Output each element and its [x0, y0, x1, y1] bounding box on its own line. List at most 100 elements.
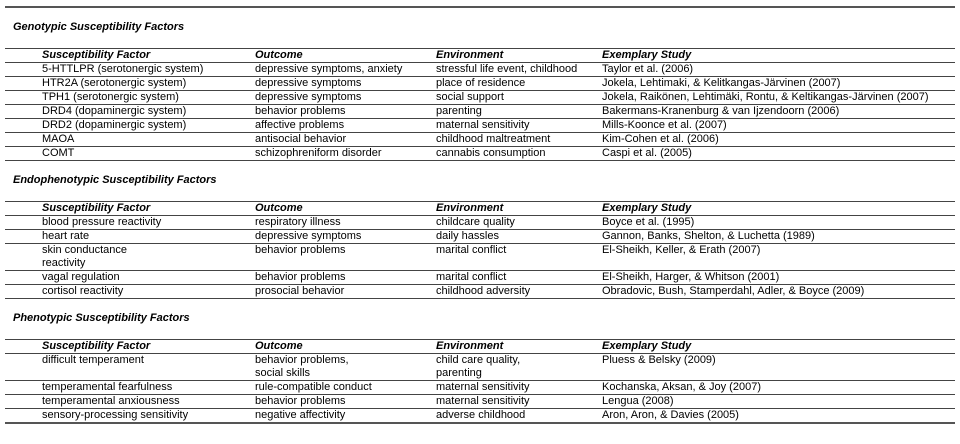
table-cell: HTR2A (serotonergic system) [42, 77, 187, 89]
table-cell: cannabis consumption [436, 147, 546, 159]
table: Susceptibility Factor Outcome Environment E… [5, 48, 955, 161]
section: Endophenotypic Susceptibility Factors Sus… [5, 161, 955, 299]
table-cell: Gannon, Banks, Shelton, & Luchetta (1989… [602, 230, 815, 242]
table-cell: negative affectivity [255, 409, 346, 421]
table-cell: childhood maltreatment [436, 133, 551, 145]
table-cell: respiratory illness [255, 216, 341, 228]
header-cell: Environment [436, 49, 504, 61]
table-row: COMT schizophreniform disorder cannabis co… [5, 147, 955, 161]
table-cell: TPH1 (serotonergic system) [42, 91, 179, 103]
table-cell: prosocial behavior [255, 285, 345, 297]
table-cell: stressful life event, childhood [436, 63, 578, 75]
table-cell: cortisol reactivity [42, 285, 124, 297]
table-row: sensory-processing sensitivity negative a… [5, 409, 955, 422]
table-row: blood pressure reactivity respiratory ill… [5, 216, 955, 230]
table-cell: sensory-processing sensitivity [42, 409, 189, 421]
table-cell: MAOA [42, 133, 75, 145]
table-cell: depressive symptoms [255, 91, 362, 103]
table-cell: El-Sheikh, Harger, & Whitson (2001) [602, 271, 780, 283]
table-row: MAOA antisocial behavior childhood maltrea… [5, 133, 955, 147]
section: Genotypic Susceptibility Factors Suscepti… [5, 8, 955, 161]
section-title: Genotypic Susceptibility Factors [13, 21, 185, 33]
table-cell: vagal regulation [42, 271, 120, 283]
header-cell: Exemplary Study [602, 202, 692, 214]
table-cell: temperamental anxiousness [42, 395, 180, 407]
table-cell: blood pressure reactivity [42, 216, 162, 228]
table-cell: Pluess & Belsky (2009) [602, 354, 716, 366]
table-cell: depressive symptoms [255, 77, 362, 89]
table-cell: depressive symptoms [255, 230, 362, 242]
header-cell: Outcome [255, 340, 303, 352]
table-cell: Jokela, Lehtimaki, & Kelitkangas-Järvine… [602, 77, 841, 89]
table-cell: Caspi et al. (2005) [602, 147, 692, 159]
table-row: heart rate depressive symptoms daily hassl… [5, 230, 955, 244]
table-cell: maternal sensitivity [436, 381, 530, 393]
table-row: DRD2 (dopaminergic system) affective prob… [5, 119, 955, 133]
table: Susceptibility Factor Outcome Environment E… [5, 201, 955, 299]
table-row: HTR2A (serotonergic system) depressive sy… [5, 77, 955, 91]
table-cell: Kim-Cohen et al. (2006) [602, 133, 719, 145]
table-cell: daily hassles [436, 230, 499, 242]
header-cell: Susceptibility Factor [42, 340, 151, 352]
table-cell: depressive symptoms, anxiety [255, 63, 403, 75]
table-cell: DRD2 (dopaminergic system) [42, 119, 187, 131]
header-cell: Susceptibility Factor [42, 49, 151, 61]
table-cell: marital conflict [436, 271, 507, 283]
table-row: vagal regulation behavior problems marital… [5, 271, 955, 285]
table-cell: behavior problems [255, 395, 346, 407]
table-cell: antisocial behavior [255, 133, 347, 145]
table-cell: heart rate [42, 230, 90, 242]
section-title: Phenotypic Susceptibility Factors [13, 312, 190, 324]
header-cell: Susceptibility Factor [42, 202, 151, 214]
table-cell: maternal sensitivity [436, 119, 530, 131]
table-cell: difficult temperament [42, 354, 144, 366]
table-cell: parenting [436, 105, 482, 117]
section-title: Endophenotypic Susceptibility Factors [13, 174, 217, 186]
table-cell: behavior problems [255, 105, 346, 117]
table-cell: childcare quality [436, 216, 515, 228]
table-cell: skin conductance reactivity [42, 244, 127, 269]
section: Phenotypic Susceptibility Factors Suscept… [5, 299, 955, 422]
table-cell: Aron, Aron, & Davies (2005) [602, 409, 739, 421]
table-row: DRD4 (dopaminergic system) behavior probl… [5, 105, 955, 119]
table-cell: DRD4 (dopaminergic system) [42, 105, 187, 117]
table-cell: affective problems [255, 119, 345, 131]
table-cell: social support [436, 91, 504, 103]
table-cell: adverse childhood [436, 409, 526, 421]
table-cell: behavior problems [255, 244, 346, 256]
table-cell: COMT [42, 147, 75, 159]
table-cell: behavior problems [255, 271, 346, 283]
table-cell: Boyce et al. (1995) [602, 216, 695, 228]
table-cell: Taylor et al. (2006) [602, 63, 694, 75]
header-cell: Exemplary Study [602, 340, 692, 352]
table-cell: 5-HTTLPR (serotonergic system) [42, 63, 204, 75]
table-cell: Bakermans-Kranenburg & van Ijzendoorn (2… [602, 105, 840, 117]
table-cell: rule-compatible conduct [255, 381, 372, 393]
header-cell: Environment [436, 340, 504, 352]
table-cell: Jokela, Raikönen, Lehtimäki, Rontu, & Ke… [602, 91, 929, 103]
header-cell: Outcome [255, 202, 303, 214]
table-cell: schizophreniform disorder [255, 147, 382, 159]
header-row: Susceptibility Factor Outcome Environment E… [5, 49, 955, 63]
table-cell: Lengua (2008) [602, 395, 674, 407]
table-cell: child care quality, parenting [436, 354, 521, 379]
header-row: Susceptibility Factor Outcome Environment E… [5, 202, 955, 216]
table-row: temperamental fearfulness rule-compatible… [5, 381, 955, 395]
table-row: 5-HTTLPR (serotonergic system) depressive… [5, 63, 955, 77]
table-cell: marital conflict [436, 244, 507, 256]
table-row: cortisol reactivity prosocial behavior chi… [5, 285, 955, 299]
document: Genotypic Susceptibility Factors Suscepti… [5, 6, 955, 424]
table-cell: behavior problems, social skills [255, 354, 349, 379]
table-row: difficult temperament behavior problems, … [5, 354, 955, 381]
table-cell: maternal sensitivity [436, 395, 530, 407]
table-cell: place of residence [436, 77, 526, 89]
header-cell: Environment [436, 202, 504, 214]
table-cell: Obradovic, Bush, Stamperdahl, Adler, & B… [602, 285, 865, 297]
table-cell: childhood adversity [436, 285, 531, 297]
page: {"sections": [ {"title": "Genotypic Susc… [0, 6, 960, 444]
table: Susceptibility Factor Outcome Environment E… [5, 339, 955, 422]
table-row: skin conductance reactivity behavior prob… [5, 244, 955, 271]
table-row: TPH1 (serotonergic system) depressive sym… [5, 91, 955, 105]
header-cell: Exemplary Study [602, 49, 692, 61]
header-cell: Outcome [255, 49, 303, 61]
